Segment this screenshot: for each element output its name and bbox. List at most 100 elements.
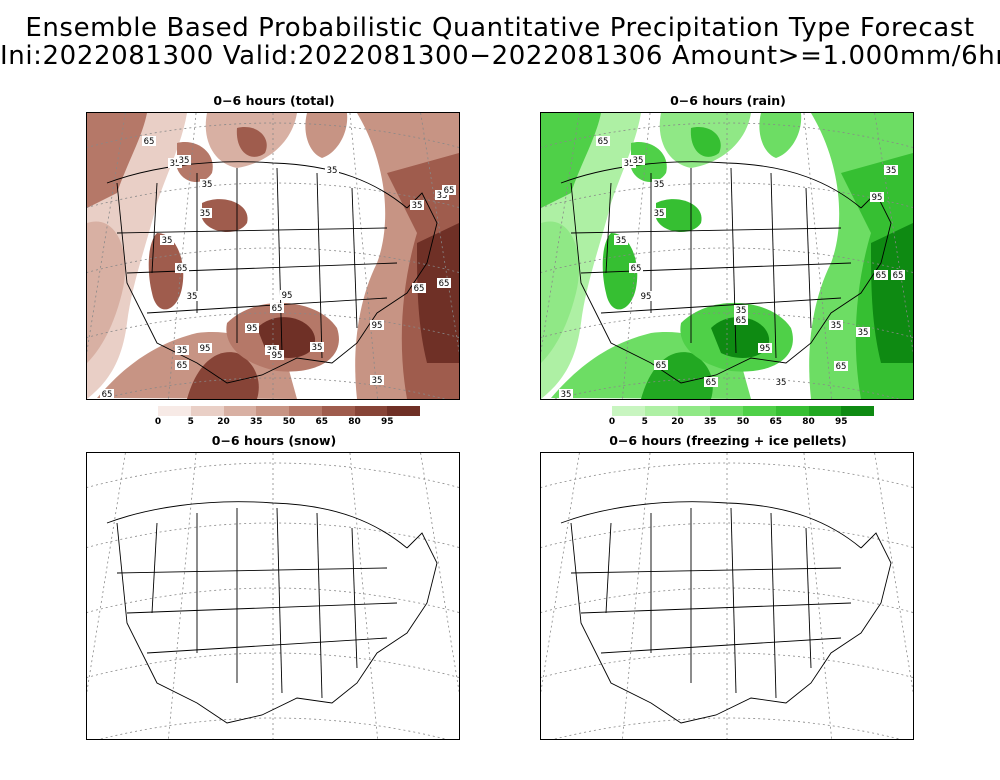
contour-label-bg (652, 179, 666, 189)
colorbar-tick-label: 0 (154, 417, 162, 427)
colorbar-swatch (677, 406, 711, 416)
contour-label: 65 (144, 137, 155, 147)
colorbar-swatch (808, 406, 842, 416)
colorbar-tick-label: 95 (834, 417, 848, 427)
contour-label-bg (270, 303, 284, 313)
contour-label-bg (410, 200, 424, 210)
contour-label: 95 (372, 321, 383, 331)
contour-label: 65 (656, 361, 667, 371)
lat-lon-grid (87, 453, 459, 739)
contour-label: 65 (177, 361, 188, 371)
colorbar-tick-label: 20 (217, 417, 230, 427)
colorbar-swatch (387, 406, 420, 416)
contour-label: 35 (177, 346, 188, 356)
colorbar-tick-label: 5 (187, 417, 194, 427)
contour-label-bg (175, 360, 189, 370)
contour-label: 35 (616, 236, 627, 246)
colorbar-tick-label: 80 (348, 417, 361, 427)
contour-label-bg (874, 270, 888, 280)
colorbar-tick-label: 95 (380, 417, 394, 427)
contour-label: 65 (439, 279, 450, 289)
contour-label-bg (639, 291, 653, 301)
contour-label: 35 (776, 378, 787, 388)
colorbar-tick-label: 5 (641, 417, 648, 427)
contour-label-bg (370, 320, 384, 330)
contour-label: 35 (654, 180, 665, 190)
colorbar-labels-total: 0 5 20 35 50 65 80 95 (154, 417, 420, 429)
colorbar-tick-label: 65 (315, 417, 329, 427)
contour-label-bg (856, 327, 870, 337)
colorbar-tick-label: 50 (282, 417, 296, 427)
contour-label-bg (325, 165, 339, 175)
contour-label-bg (834, 361, 848, 371)
contour-label-bg (654, 360, 668, 370)
contour-label-bg (370, 375, 384, 385)
contour-label-bg (884, 165, 898, 175)
contour-label: 35 (202, 180, 213, 190)
contour-label: 95 (200, 344, 211, 354)
map-panel-rain: 65 35 35 35 35 35 65 95 65 35 65 95 35 35 65 95 65 35 65 35… (540, 112, 914, 400)
panel-title-snow: 0−6 hours (snow) (211, 433, 337, 448)
figure-title-line2: Ini:2022081300 Valid:2022081300−20220813… (0, 41, 1000, 71)
contour-label: 35 (437, 191, 448, 201)
colorbar-rain (612, 406, 874, 416)
contour-label: 35 (736, 306, 747, 316)
contour-label: 35 (372, 376, 383, 386)
contour-label-bg (198, 343, 212, 353)
panel-title-total: 0−6 hours (total) (213, 93, 335, 108)
contour-labels-rain: 6535353535356595653565953535659565356535… (559, 136, 905, 399)
contour-label: 65 (272, 304, 283, 314)
contour-label: 35 (179, 156, 190, 166)
contour-label: 65 (444, 186, 455, 196)
contour-label: 35 (200, 209, 211, 219)
contour-label-bg (412, 283, 426, 293)
contour-label-bg (437, 278, 451, 288)
contour-label: 65 (177, 264, 188, 274)
lat-lon-grid (541, 453, 913, 739)
state-borders (106, 161, 438, 384)
contour-label-bg (280, 290, 294, 300)
contour-label: 35 (162, 236, 173, 246)
colorbar-tick-label: 20 (671, 417, 684, 427)
precip-field-total (87, 113, 459, 399)
colorbar-swatch (841, 406, 874, 416)
colorbar-swatch (775, 406, 809, 416)
contour-label-bg (200, 179, 214, 189)
contour-label: 65 (414, 284, 425, 294)
colorbar-total (158, 406, 420, 416)
contour-label-bg (198, 208, 212, 218)
contour-label-bg (310, 342, 324, 352)
state-borders (560, 501, 892, 724)
contour-label: 35 (170, 159, 181, 169)
map-panel-snow (86, 452, 460, 740)
map-panel-freezing (540, 452, 914, 740)
contour-label-bg (160, 235, 174, 245)
colorbar-tick-label: 35 (249, 417, 263, 427)
contour-label: 35 (858, 328, 869, 338)
contour-label-bg (142, 136, 156, 146)
contour-label: 95 (760, 344, 771, 354)
contour-label-bg (442, 185, 456, 195)
colorbar-swatch (743, 406, 776, 416)
colorbar-tick-label: 0 (608, 417, 616, 427)
state-borders (106, 501, 438, 724)
colorbar-swatch (256, 406, 289, 416)
contour-label: 65 (893, 271, 904, 281)
contour-label: 65 (598, 137, 609, 147)
colorbar-swatch (289, 406, 322, 416)
contour-label-bg (734, 305, 748, 315)
contour-label: 95 (282, 291, 293, 301)
contour-label-bg (631, 155, 645, 165)
colorbar-tick-label: 80 (802, 417, 815, 427)
panel-title-freezing: 0−6 hours (freezing + ice pellets) (609, 433, 847, 448)
contour-label-bg (622, 158, 636, 168)
colorbar-labels-rain: 0 5 20 35 50 65 80 95 (608, 417, 874, 429)
contour-label: 65 (836, 362, 847, 372)
state-borders (560, 161, 892, 384)
contour-labels-total: 6535353535356535359565953565953595653535… (100, 136, 456, 399)
contour-label: 35 (633, 156, 644, 166)
colorbar-swatch (644, 406, 678, 416)
contour-label: 65 (736, 316, 747, 326)
contour-label: 35 (412, 201, 423, 211)
contour-label-bg (270, 350, 284, 360)
